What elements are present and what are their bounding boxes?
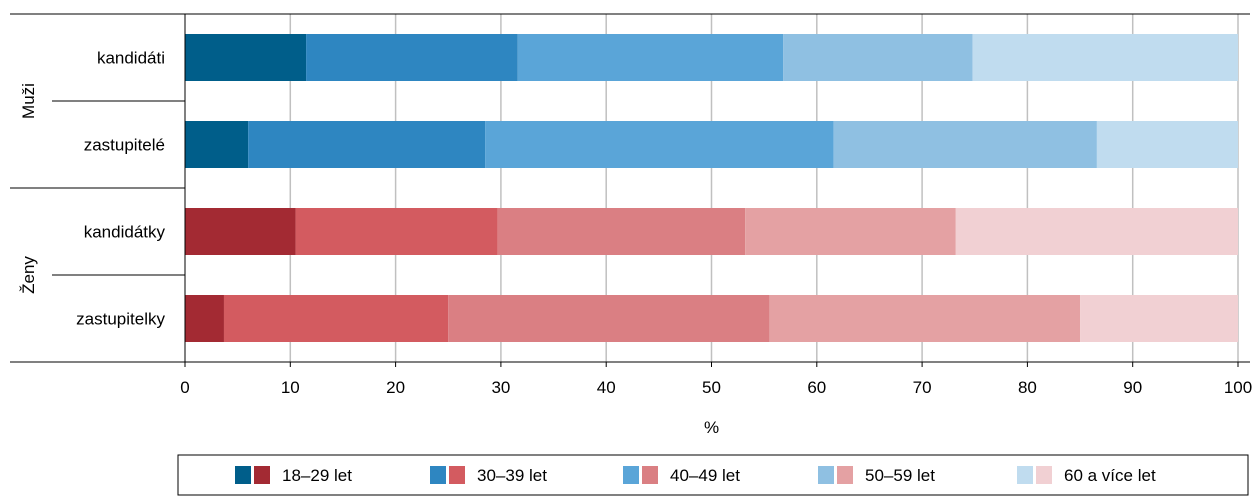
bar-segment bbox=[745, 208, 956, 255]
legend-swatch-women bbox=[254, 466, 270, 484]
x-tick-label: 10 bbox=[281, 378, 300, 397]
x-tick-label: 30 bbox=[491, 378, 510, 397]
legend-swatch-men bbox=[623, 466, 639, 484]
bar-segment bbox=[296, 208, 498, 255]
bar-segment bbox=[956, 208, 1238, 255]
category-label: zastupitelé bbox=[84, 136, 165, 155]
legend: 18–29 let 30–39 let 40–49 let 50–59 let 60 a… bbox=[178, 455, 1248, 495]
category-label: kandidáti bbox=[97, 49, 165, 68]
legend-label: 30–39 let bbox=[477, 466, 547, 485]
x-tick-label: 40 bbox=[597, 378, 616, 397]
x-tick-label: 100 bbox=[1224, 378, 1252, 397]
bar-segment bbox=[248, 121, 485, 168]
x-tick-label: 90 bbox=[1123, 378, 1142, 397]
bar-segment bbox=[306, 34, 518, 81]
x-tick-label: 20 bbox=[386, 378, 405, 397]
legend-swatch-women bbox=[449, 466, 465, 484]
legend-swatch-men bbox=[818, 466, 834, 484]
x-tick-label: 50 bbox=[702, 378, 721, 397]
legend-swatch-women bbox=[837, 466, 853, 484]
bar-segment bbox=[185, 34, 306, 81]
bar-segment bbox=[485, 121, 834, 168]
legend-swatch-women bbox=[1036, 466, 1052, 484]
bar-segment bbox=[518, 34, 783, 81]
bar-segment bbox=[498, 208, 745, 255]
bar-segment bbox=[783, 34, 973, 81]
bar-segment bbox=[973, 34, 1238, 81]
bar-segment bbox=[834, 121, 1097, 168]
x-axis-title: % bbox=[704, 418, 719, 437]
bar-segment bbox=[1080, 295, 1238, 342]
bar-segment bbox=[224, 295, 448, 342]
x-tick-label: 0 bbox=[180, 378, 189, 397]
legend-swatch-men bbox=[430, 466, 446, 484]
legend-swatch-women bbox=[642, 466, 658, 484]
bar-segment bbox=[448, 295, 769, 342]
legend-swatch-men bbox=[1017, 466, 1033, 484]
legend-swatch-men bbox=[235, 466, 251, 484]
bar-segment bbox=[1097, 121, 1238, 168]
legend-label: 60 a více let bbox=[1064, 466, 1156, 485]
bar-segment bbox=[185, 121, 248, 168]
category-label: zastupitelky bbox=[76, 310, 165, 329]
group-label: Ženy bbox=[19, 256, 38, 294]
x-tick-label: 70 bbox=[913, 378, 932, 397]
bar-segment bbox=[185, 208, 296, 255]
legend-label: 50–59 let bbox=[865, 466, 935, 485]
bar-segment bbox=[769, 295, 1080, 342]
category-label: kandidátky bbox=[84, 223, 166, 242]
legend-label: 18–29 let bbox=[282, 466, 352, 485]
x-tick-label: 80 bbox=[1018, 378, 1037, 397]
bar-segment bbox=[185, 295, 224, 342]
group-label: Muži bbox=[19, 83, 38, 119]
legend-label: 40–49 let bbox=[670, 466, 740, 485]
x-tick-label: 60 bbox=[807, 378, 826, 397]
